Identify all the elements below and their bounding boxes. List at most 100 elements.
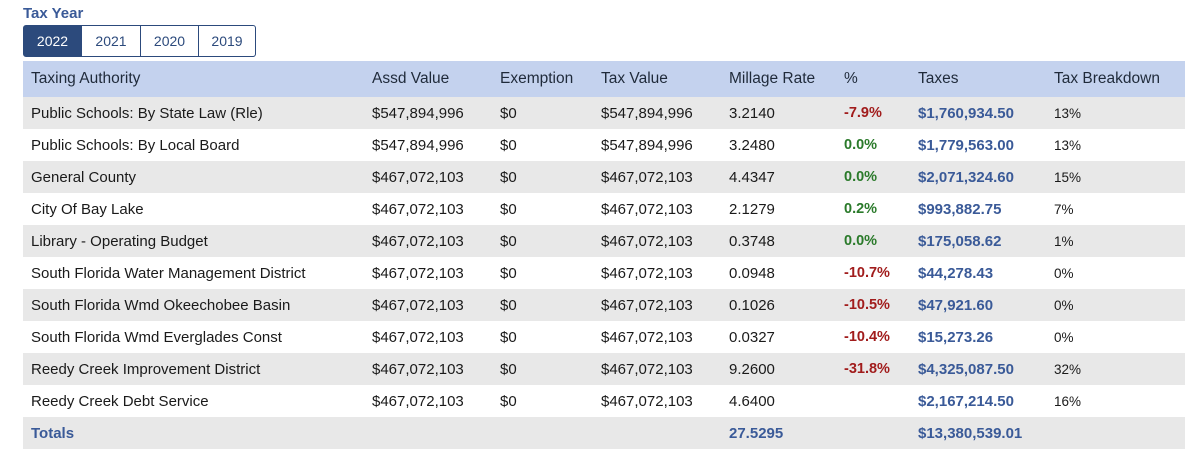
cell-taxing-authority: Reedy Creek Debt Service	[31, 392, 209, 410]
totals-empty	[593, 417, 721, 449]
cell-taxing-authority: Public Schools: By State Law (Rle)	[31, 104, 263, 122]
table-row: Reedy Creek Improvement District $467,072…	[23, 353, 1185, 385]
cell-tax-breakdown: 0%	[1054, 297, 1074, 313]
cell-exemption: $0	[500, 104, 517, 122]
cell-tax-breakdown: 0%	[1054, 329, 1074, 345]
cell-taxing-authority: South Florida Water Management District	[31, 264, 306, 282]
table-row: South Florida Wmd Okeechobee Basin $467,0…	[23, 289, 1185, 321]
cell-millage-rate: 0.1026	[729, 296, 775, 314]
cell-taxes: $44,278.43	[918, 264, 994, 282]
cell-assd-value: $547,894,996	[372, 136, 464, 154]
tab-year-2019[interactable]: 2019	[199, 25, 256, 57]
cell-tax-value: $547,894,996	[601, 136, 693, 154]
cell-tax-value: $467,072,103	[601, 328, 693, 346]
table-row: South Florida Wmd Everglades Const $467,0…	[23, 321, 1185, 353]
cell-exemption: $0	[500, 392, 517, 410]
cell-assd-value: $467,072,103	[372, 360, 464, 378]
cell-taxing-authority: General County	[31, 168, 137, 186]
cell-taxing-authority: South Florida Wmd Okeechobee Basin	[31, 296, 291, 314]
cell-millage-rate: 9.2600	[729, 360, 775, 378]
table-row: General County $467,072,103 $0 $467,072,103…	[23, 161, 1185, 193]
cell-taxes: $2,071,324.60	[918, 168, 1014, 186]
table-header-row: Taxing Authority Assd Value Exemption Ta…	[23, 61, 1185, 97]
cell-exemption: $0	[500, 168, 517, 186]
cell-assd-value: $467,072,103	[372, 168, 464, 186]
year-tabs: 2022 2021 2020 2019	[23, 25, 1185, 57]
cell-tax-breakdown: 16%	[1054, 393, 1082, 409]
cell-exemption: $0	[500, 264, 517, 282]
header-exemption: Exemption	[500, 70, 574, 87]
cell-tax-value: $467,072,103	[601, 264, 693, 282]
cell-exemption: $0	[500, 360, 517, 378]
totals-label: Totals	[31, 424, 75, 442]
cell-tax-value: $467,072,103	[601, 168, 693, 186]
cell-tax-value: $467,072,103	[601, 200, 693, 218]
cell-taxes: $175,058.62	[918, 232, 1002, 250]
cell-taxes: $15,273.26	[918, 328, 994, 346]
table-row: City Of Bay Lake $467,072,103 $0 $467,072,1…	[23, 193, 1185, 225]
cell-percent-change: 0.0%	[844, 137, 878, 153]
table-row: South Florida Water Management District $…	[23, 257, 1185, 289]
cell-tax-breakdown: 32%	[1054, 361, 1082, 377]
header-assd-value: Assd Value	[372, 70, 450, 87]
table-row: Public Schools: By Local Board $547,894,9…	[23, 129, 1185, 161]
cell-taxes: $1,779,563.00	[918, 136, 1014, 154]
cell-assd-value: $547,894,996	[372, 104, 464, 122]
cell-millage-rate: 3.2480	[729, 136, 775, 154]
cell-percent-change	[836, 385, 910, 417]
cell-percent-change: 0.0%	[844, 169, 878, 185]
cell-percent-change: -7.9%	[844, 105, 882, 121]
cell-taxing-authority: Public Schools: By Local Board	[31, 136, 240, 154]
totals-millage: 27.5295	[729, 424, 784, 442]
table-body: Public Schools: By State Law (Rle) $547,8…	[23, 97, 1185, 417]
totals-empty	[364, 417, 492, 449]
table-row: Reedy Creek Debt Service $467,072,103 $0 $4…	[23, 385, 1185, 417]
tax-table: Taxing Authority Assd Value Exemption Ta…	[23, 61, 1185, 449]
cell-taxing-authority: South Florida Wmd Everglades Const	[31, 328, 282, 346]
tab-year-2020[interactable]: 2020	[141, 25, 199, 57]
cell-tax-value: $467,072,103	[601, 392, 693, 410]
cell-millage-rate: 3.2140	[729, 104, 775, 122]
cell-tax-breakdown: 15%	[1054, 169, 1082, 185]
tab-year-2022[interactable]: 2022	[23, 25, 82, 57]
cell-assd-value: $467,072,103	[372, 392, 464, 410]
totals-empty	[492, 417, 593, 449]
cell-percent-change: -31.8%	[844, 361, 890, 377]
cell-millage-rate: 4.4347	[729, 168, 775, 186]
header-millage-rate: Millage Rate	[729, 70, 816, 87]
cell-tax-value: $467,072,103	[601, 360, 693, 378]
cell-assd-value: $467,072,103	[372, 296, 464, 314]
cell-taxes: $993,882.75	[918, 200, 1002, 218]
totals-empty	[836, 417, 910, 449]
cell-exemption: $0	[500, 232, 517, 250]
cell-millage-rate: 0.3748	[729, 232, 775, 250]
cell-percent-change: -10.5%	[844, 297, 890, 313]
header-tax-breakdown: Tax Breakdown	[1054, 70, 1160, 87]
cell-millage-rate: 4.6400	[729, 392, 775, 410]
cell-exemption: $0	[500, 296, 517, 314]
cell-tax-breakdown: 7%	[1054, 201, 1074, 217]
header-taxes: Taxes	[918, 70, 959, 87]
cell-percent-change: 0.2%	[844, 201, 878, 217]
cell-tax-breakdown: 13%	[1054, 105, 1082, 121]
cell-tax-breakdown: 1%	[1054, 233, 1074, 249]
cell-exemption: $0	[500, 200, 517, 218]
tab-year-2021[interactable]: 2021	[82, 25, 141, 57]
cell-taxing-authority: Reedy Creek Improvement District	[31, 360, 261, 378]
cell-assd-value: $467,072,103	[372, 264, 464, 282]
cell-assd-value: $467,072,103	[372, 328, 464, 346]
cell-tax-value: $467,072,103	[601, 232, 693, 250]
cell-taxing-authority: City Of Bay Lake	[31, 200, 144, 218]
header-taxing-authority: Taxing Authority	[31, 70, 141, 87]
cell-millage-rate: 0.0327	[729, 328, 775, 346]
cell-assd-value: $467,072,103	[372, 232, 464, 250]
cell-tax-value: $467,072,103	[601, 296, 693, 314]
table-row: Library - Operating Budget $467,072,103 $0…	[23, 225, 1185, 257]
cell-exemption: $0	[500, 328, 517, 346]
cell-taxing-authority: Library - Operating Budget	[31, 232, 208, 250]
cell-assd-value: $467,072,103	[372, 200, 464, 218]
tax-year-section: Tax Year 2022 2021 2020 2019 Taxing Auth…	[23, 4, 1185, 449]
cell-tax-breakdown: 13%	[1054, 137, 1082, 153]
cell-tax-value: $547,894,996	[601, 104, 693, 122]
cell-millage-rate: 2.1279	[729, 200, 775, 218]
